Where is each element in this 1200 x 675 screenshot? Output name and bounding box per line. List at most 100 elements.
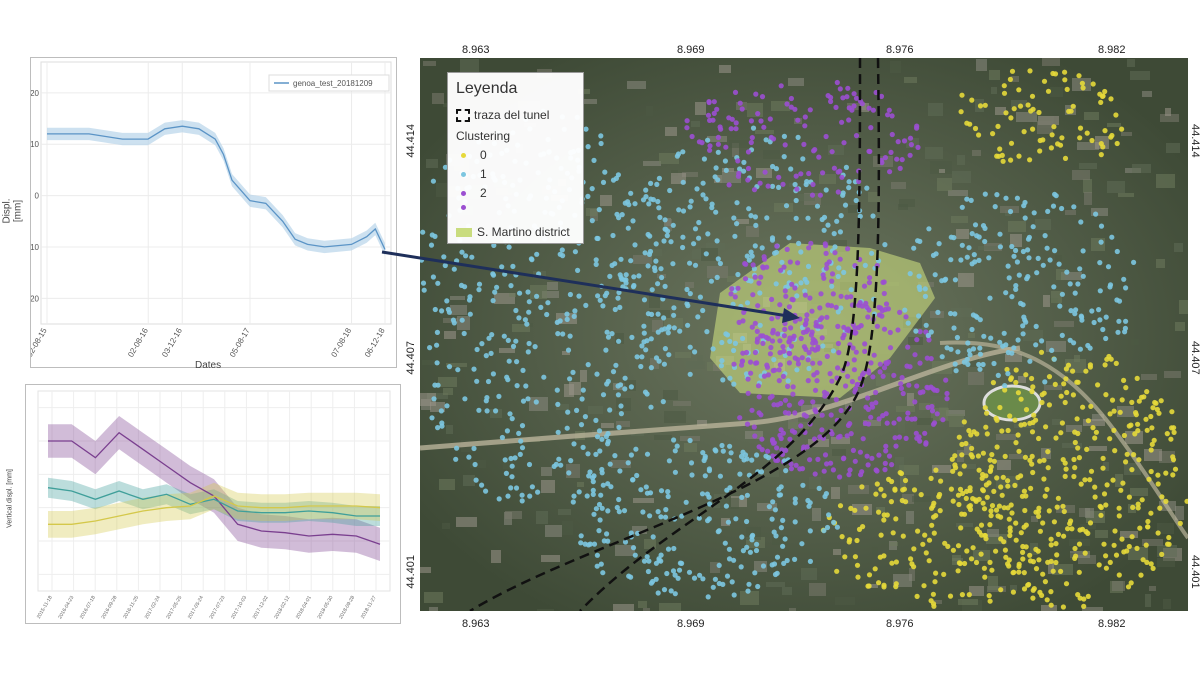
ps-point bbox=[900, 533, 906, 539]
ps-point bbox=[801, 141, 807, 147]
building bbox=[1156, 174, 1175, 188]
ps-point bbox=[977, 351, 984, 357]
ps-point bbox=[853, 197, 859, 204]
building bbox=[930, 161, 952, 174]
map-panel[interactable] bbox=[420, 58, 1188, 611]
ps-point bbox=[1030, 595, 1036, 601]
y-tick-label: 20 bbox=[31, 89, 40, 98]
building bbox=[1078, 555, 1096, 564]
ps-point bbox=[790, 384, 796, 390]
building bbox=[643, 608, 650, 611]
ps-point bbox=[476, 407, 482, 413]
ps-point bbox=[754, 336, 761, 342]
x-tick-label: 2016-11-25 bbox=[122, 595, 140, 620]
building bbox=[420, 567, 431, 573]
ps-point bbox=[940, 417, 946, 423]
ps-point bbox=[726, 556, 733, 562]
ps-point bbox=[1053, 435, 1059, 441]
ps-point bbox=[1028, 485, 1034, 491]
building bbox=[1061, 272, 1082, 280]
ps-point bbox=[830, 291, 836, 297]
ps-point bbox=[1061, 381, 1067, 387]
building bbox=[659, 603, 681, 611]
ps-point bbox=[749, 324, 755, 330]
satellite-map[interactable] bbox=[420, 58, 1188, 611]
ps-point bbox=[572, 308, 578, 314]
ps-point bbox=[1148, 561, 1154, 567]
ps-point bbox=[1143, 416, 1149, 422]
ps-point bbox=[630, 218, 636, 224]
ps-point bbox=[854, 562, 861, 568]
ps-point bbox=[803, 413, 809, 419]
ps-point bbox=[1007, 208, 1014, 215]
ps-point bbox=[1075, 281, 1081, 287]
ps-point bbox=[680, 234, 686, 240]
building bbox=[1011, 100, 1027, 107]
building bbox=[766, 582, 785, 587]
ps-point bbox=[1013, 283, 1019, 289]
ps-point bbox=[917, 390, 923, 396]
building bbox=[832, 449, 846, 456]
ps-point bbox=[615, 172, 621, 178]
ps-point bbox=[632, 552, 638, 558]
ps-point bbox=[691, 241, 697, 247]
ps-point bbox=[1009, 510, 1015, 516]
ps-point bbox=[1048, 145, 1054, 151]
ps-point bbox=[744, 300, 751, 306]
ps-point bbox=[754, 328, 760, 334]
ps-point bbox=[969, 261, 975, 267]
ps-point bbox=[849, 107, 855, 113]
ps-point bbox=[1016, 569, 1022, 575]
ps-point bbox=[613, 362, 619, 368]
ps-point bbox=[883, 448, 889, 454]
ps-point bbox=[1114, 248, 1120, 255]
ps-point bbox=[976, 234, 982, 240]
ps-point bbox=[1045, 88, 1052, 94]
building bbox=[505, 511, 522, 519]
ps-point bbox=[866, 105, 872, 111]
ps-point bbox=[845, 246, 851, 252]
ps-point bbox=[706, 99, 712, 106]
building bbox=[659, 153, 679, 164]
ps-point bbox=[859, 303, 865, 309]
ps-point bbox=[753, 547, 760, 554]
ps-point bbox=[725, 519, 731, 525]
ps-point bbox=[1062, 155, 1069, 161]
ps-point bbox=[751, 187, 758, 193]
ps-point bbox=[490, 371, 496, 377]
ps-point bbox=[688, 460, 695, 466]
ps-point bbox=[748, 249, 754, 255]
ps-point bbox=[1074, 416, 1080, 422]
ps-point bbox=[665, 330, 671, 336]
building bbox=[1065, 210, 1076, 215]
ps-point bbox=[805, 378, 811, 384]
ps-point bbox=[507, 411, 513, 417]
building bbox=[615, 545, 635, 556]
building bbox=[1016, 112, 1037, 122]
ps-point bbox=[876, 304, 882, 310]
ps-point bbox=[1116, 513, 1122, 519]
ps-point bbox=[612, 306, 618, 313]
ps-point bbox=[714, 274, 720, 280]
building bbox=[988, 576, 998, 590]
ps-point bbox=[778, 267, 784, 273]
ps-point bbox=[617, 468, 623, 474]
ps-point bbox=[1111, 542, 1117, 548]
building bbox=[902, 494, 914, 504]
ps-point bbox=[1072, 555, 1078, 561]
ps-point bbox=[770, 437, 776, 443]
ps-point bbox=[1103, 392, 1109, 398]
ps-point bbox=[754, 452, 760, 458]
ps-point bbox=[724, 332, 731, 338]
ps-point bbox=[458, 282, 465, 288]
ps-point bbox=[628, 530, 634, 536]
ps-point bbox=[643, 347, 649, 353]
ps-point bbox=[1075, 379, 1081, 385]
ps-point bbox=[567, 333, 573, 339]
ps-point bbox=[959, 452, 965, 458]
ps-point bbox=[713, 165, 719, 171]
ps-point bbox=[595, 235, 601, 242]
ps-point bbox=[616, 509, 622, 515]
ps-point bbox=[1013, 367, 1019, 373]
building bbox=[860, 103, 869, 112]
